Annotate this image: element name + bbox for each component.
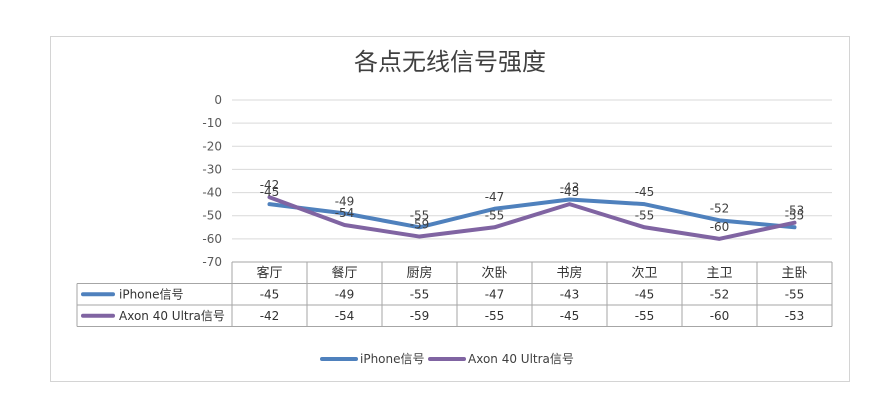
- category-label: 次卫: [631, 265, 657, 281]
- data-label: -43: [560, 181, 580, 195]
- table-cell: -54: [335, 309, 355, 323]
- data-label: -55: [485, 208, 505, 222]
- data-label: -45: [260, 185, 280, 199]
- table-cell: -55: [635, 309, 655, 323]
- table-cell: -59: [410, 309, 430, 323]
- table-cell: -45: [260, 287, 280, 301]
- table-cell: -60: [710, 309, 730, 323]
- table-cell: -55: [485, 309, 505, 323]
- category-label: 书房: [556, 265, 582, 281]
- data-label: -47: [485, 190, 505, 204]
- series-line-2: [267, 195, 797, 241]
- table-cell: -49: [335, 287, 355, 301]
- y-tick-label: 0: [214, 93, 222, 107]
- category-label: 主卧: [781, 266, 807, 281]
- data-label: -53: [785, 204, 805, 218]
- category-label: 餐厅: [331, 265, 357, 281]
- chart-title: 各点无线信号强度: [354, 48, 546, 76]
- data-label: -42: [260, 178, 280, 192]
- y-tick-label: -20: [202, 139, 222, 153]
- legend-label: Axon 40 Ultra信号: [468, 352, 574, 366]
- category-label: 主卫: [706, 266, 732, 281]
- chart-area: [50, 36, 850, 382]
- y-tick-label: -40: [202, 186, 222, 200]
- y-tick-label: -10: [202, 116, 222, 130]
- category-label: 厨房: [406, 265, 432, 281]
- table-cell: -42: [260, 309, 280, 323]
- data-label: -59: [410, 218, 430, 232]
- table-cell: -47: [485, 287, 505, 301]
- data-label: -49: [335, 194, 355, 208]
- y-tick-label: -60: [202, 232, 222, 246]
- table-cell: -53: [785, 309, 805, 323]
- table-cell: -45: [635, 287, 655, 301]
- series-line-1: [267, 197, 797, 230]
- category-label: 次卧: [481, 265, 507, 281]
- table-cell: -55: [785, 287, 805, 301]
- data-label: -55: [785, 208, 805, 222]
- data-label: -54: [335, 206, 355, 220]
- data-label: -60: [710, 220, 730, 234]
- data-label: -55: [635, 208, 655, 222]
- table-series-name: iPhone信号: [119, 287, 184, 301]
- category-label: 客厅: [256, 265, 282, 281]
- data-label: -45: [635, 185, 655, 199]
- y-tick-label: -50: [202, 209, 222, 223]
- table-cell: -55: [410, 287, 430, 301]
- y-tick-label: -30: [202, 162, 222, 176]
- table-cell: -45: [560, 309, 580, 323]
- data-label: -55: [410, 208, 430, 222]
- data-label: -52: [710, 201, 730, 215]
- data-label: -45: [560, 185, 580, 199]
- table-cell: -43: [560, 287, 580, 301]
- legend-label: iPhone信号: [360, 352, 425, 366]
- table-series-name: Axon 40 Ultra信号: [119, 309, 225, 323]
- table-cell: -52: [710, 287, 730, 301]
- y-tick-label: -70: [202, 255, 222, 269]
